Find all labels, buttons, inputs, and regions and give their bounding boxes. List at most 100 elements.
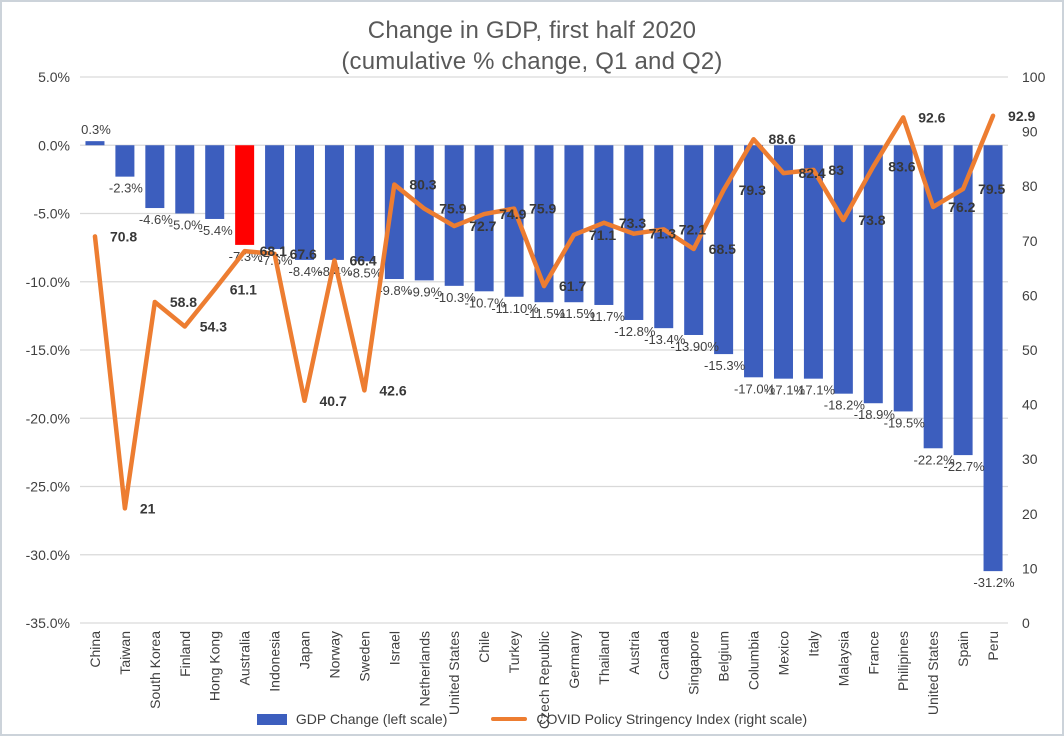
bar-france-26 xyxy=(863,145,883,404)
bar-label-taiwan-1: -2.3% xyxy=(109,181,143,196)
bar-peru-30 xyxy=(983,145,1003,572)
line-label-sweden-9: 42.6 xyxy=(379,382,406,398)
right-axis-tick-60: 60 xyxy=(1022,287,1038,303)
bar-label-canada-19: -13.4% xyxy=(644,332,686,347)
line-label-indonesia-6: 67.6 xyxy=(290,246,317,262)
x-label-sweden-9: Sweden xyxy=(356,631,372,682)
bar-indonesia-6 xyxy=(265,145,285,249)
line-label-belgium-21: 79.3 xyxy=(739,182,766,198)
line-label-singapore-20: 68.5 xyxy=(709,241,736,257)
line-label-united-states-28: 76.2 xyxy=(948,199,975,215)
x-label-united-states-28: United States xyxy=(925,631,941,715)
bar-label-israel-10: -9.8% xyxy=(378,283,412,298)
line-label-netherlands-11: 75.9 xyxy=(439,201,466,217)
bar-czech-republic-15 xyxy=(534,145,554,303)
bar-philipines-27 xyxy=(893,145,913,412)
left-axis-tick-5.0%: 5.0% xyxy=(38,69,70,85)
bar-label-mexico-23: -17.1% xyxy=(764,383,806,398)
x-label-hong-kong-4: Hong Kong xyxy=(207,631,223,701)
x-label-mexico-23: Mexico xyxy=(775,631,791,676)
right-axis-tick-20: 20 xyxy=(1022,506,1038,522)
x-label-austria-18: Austria xyxy=(626,631,642,675)
bar-turkey-14 xyxy=(504,145,524,297)
bar-south-korea-2 xyxy=(145,145,165,209)
bar-label-united-states-28: -22.2% xyxy=(914,452,956,467)
legend-label-gdp: GDP Change (left scale) xyxy=(295,711,448,727)
left-axis-tick--25.0%: -25.0% xyxy=(26,479,70,495)
bar-label-italy-24: -17.1% xyxy=(794,383,836,398)
x-label-malaysia-25: Malaysia xyxy=(835,631,851,686)
legend-item-gdp: GDP Change (left scale) xyxy=(256,711,448,727)
x-label-france-26: France xyxy=(865,631,881,675)
line-label-thailand-17: 73.3 xyxy=(619,215,646,231)
line-label-china-0: 70.8 xyxy=(110,228,137,244)
right-axis-tick-30: 30 xyxy=(1022,451,1038,467)
legend: GDP Change (left scale) COVID Policy Str… xyxy=(2,711,1062,727)
x-label-chile-13: Chile xyxy=(476,631,492,663)
bar-label-netherlands-11: -9.9% xyxy=(408,284,442,299)
left-axis-tick--20.0%: -20.0% xyxy=(26,410,70,426)
bar-canada-19 xyxy=(654,145,674,329)
chart-title-block: Change in GDP, first half 2020 (cumulati… xyxy=(2,15,1062,77)
chart-subtitle: (cumulative % change, Q1 and Q2) xyxy=(341,48,723,75)
right-axis-tick-10: 10 xyxy=(1022,560,1038,576)
bar-label-malaysia-25: -18.2% xyxy=(824,398,866,413)
line-label-hong-kong-4: 61.1 xyxy=(230,281,257,297)
chart-title: Change in GDP, first half 2020 xyxy=(367,17,697,44)
left-axis-tick--30.0%: -30.0% xyxy=(26,547,70,563)
bar-label-spain-29: -22.7% xyxy=(943,459,985,474)
right-axis-tick-90: 90 xyxy=(1022,124,1038,140)
bar-united-states-28 xyxy=(923,145,943,449)
bar-japan-7 xyxy=(295,145,315,260)
line-label-france-26: 83.6 xyxy=(888,159,915,175)
bar-label-finland-3: -5.0% xyxy=(169,218,203,233)
x-label-thailand-17: Thailand xyxy=(596,631,612,685)
line-label-italy-24: 83 xyxy=(828,162,844,178)
right-axis-tick-80: 80 xyxy=(1022,178,1038,194)
bar-label-singapore-20: -13.90% xyxy=(670,339,719,354)
left-axis-tick--15.0%: -15.0% xyxy=(26,342,70,358)
x-label-czech-republic-15: Czech Republic xyxy=(536,631,552,729)
bar-australia-5 xyxy=(235,145,255,245)
line-label-germany-16: 71.1 xyxy=(589,227,616,243)
x-label-philipines-27: Philipines xyxy=(895,631,911,691)
bar-label-japan-7: -8.4% xyxy=(289,264,323,279)
legend-label-stringency: COVID Policy Stringency Index (right sca… xyxy=(536,711,808,727)
bar-columbia-22 xyxy=(744,145,764,378)
line-label-malaysia-25: 73.8 xyxy=(858,212,885,228)
bar-label-china-0: 0.3% xyxy=(81,122,111,137)
line-label-spain-29: 79.5 xyxy=(978,181,1005,197)
bar-chile-13 xyxy=(474,145,494,292)
x-label-norway-8: Norway xyxy=(326,631,342,678)
bar-mexico-23 xyxy=(773,145,793,379)
line-label-norway-8: 66.4 xyxy=(349,252,376,268)
bar-netherlands-11 xyxy=(414,145,434,281)
line-label-peru-30: 92.9 xyxy=(1008,108,1035,124)
x-label-israel-10: Israel xyxy=(386,631,402,665)
bar-label-peru-30: -31.2% xyxy=(973,575,1015,590)
x-label-belgium-21: Belgium xyxy=(716,631,732,682)
bar-label-czech-republic-15: -11.5% xyxy=(525,306,566,321)
bar-singapore-20 xyxy=(684,145,704,335)
line-label-australia-5: 68.1 xyxy=(260,243,287,259)
line-label-finland-3: 54.3 xyxy=(200,319,227,335)
bar-united-states-12 xyxy=(444,145,464,286)
line-label-philipines-27: 92.6 xyxy=(918,109,945,125)
bar-sweden-9 xyxy=(354,145,374,262)
x-label-china-0: China xyxy=(87,631,103,668)
bar-label-chile-13: -10.7% xyxy=(465,295,507,310)
right-axis-tick-100: 100 xyxy=(1022,69,1046,85)
bar-italy-24 xyxy=(803,145,823,379)
line-label-taiwan-1: 21 xyxy=(140,500,156,516)
right-axis-tick-70: 70 xyxy=(1022,233,1038,249)
left-axis-tick--10.0%: -10.0% xyxy=(26,274,70,290)
bar-label-france-26: -18.9% xyxy=(854,407,896,422)
bar-taiwan-1 xyxy=(115,145,135,177)
line-label-chile-13: 74.9 xyxy=(499,206,526,222)
right-axis-tick-40: 40 xyxy=(1022,397,1038,413)
bar-label-austria-18: -12.8% xyxy=(614,324,656,339)
bar-malaysia-25 xyxy=(833,145,853,394)
stringency-line-swatch-icon xyxy=(491,717,528,721)
left-axis-tick-0.0%: 0.0% xyxy=(38,137,70,153)
